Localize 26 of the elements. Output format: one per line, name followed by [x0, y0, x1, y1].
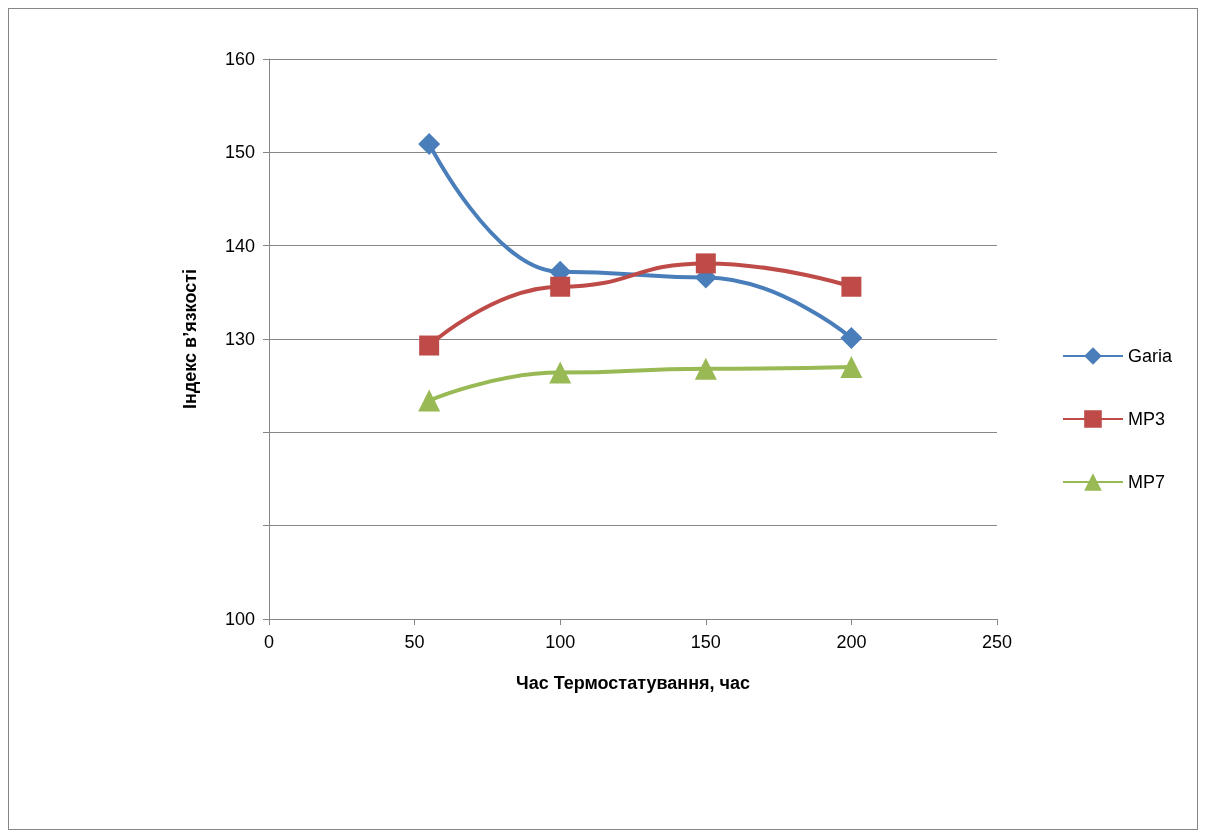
legend-label: MP7 — [1127, 472, 1165, 492]
legend-label: Garia — [1127, 346, 1173, 366]
point — [549, 361, 572, 384]
x-tick-label: 100 — [545, 632, 576, 652]
legend-label: MP3 — [1127, 409, 1165, 429]
x-tick-label: 200 — [836, 632, 867, 652]
x-tick-label: 150 — [690, 632, 721, 652]
point — [840, 327, 863, 350]
x-tick-label: 50 — [404, 632, 425, 652]
point — [418, 389, 441, 412]
point — [418, 132, 441, 155]
point — [695, 253, 716, 274]
y-tick-label: 140 — [224, 235, 255, 256]
point — [419, 335, 440, 356]
y-tick-label: 150 — [224, 142, 255, 163]
y-axis-title: Індекс в’язкості — [180, 269, 200, 409]
x-axis-title: Час Термостатування, час — [515, 673, 751, 693]
y-tick-label: 160 — [224, 49, 255, 69]
y-tick-label: 130 — [224, 329, 255, 349]
y-tick-label: 100 — [224, 609, 255, 629]
point — [550, 276, 571, 297]
x-tick-label: 250 — [981, 632, 1013, 652]
point — [840, 356, 863, 378]
x-tick-label: 0 — [263, 632, 275, 652]
point — [841, 276, 862, 297]
point — [694, 357, 717, 380]
